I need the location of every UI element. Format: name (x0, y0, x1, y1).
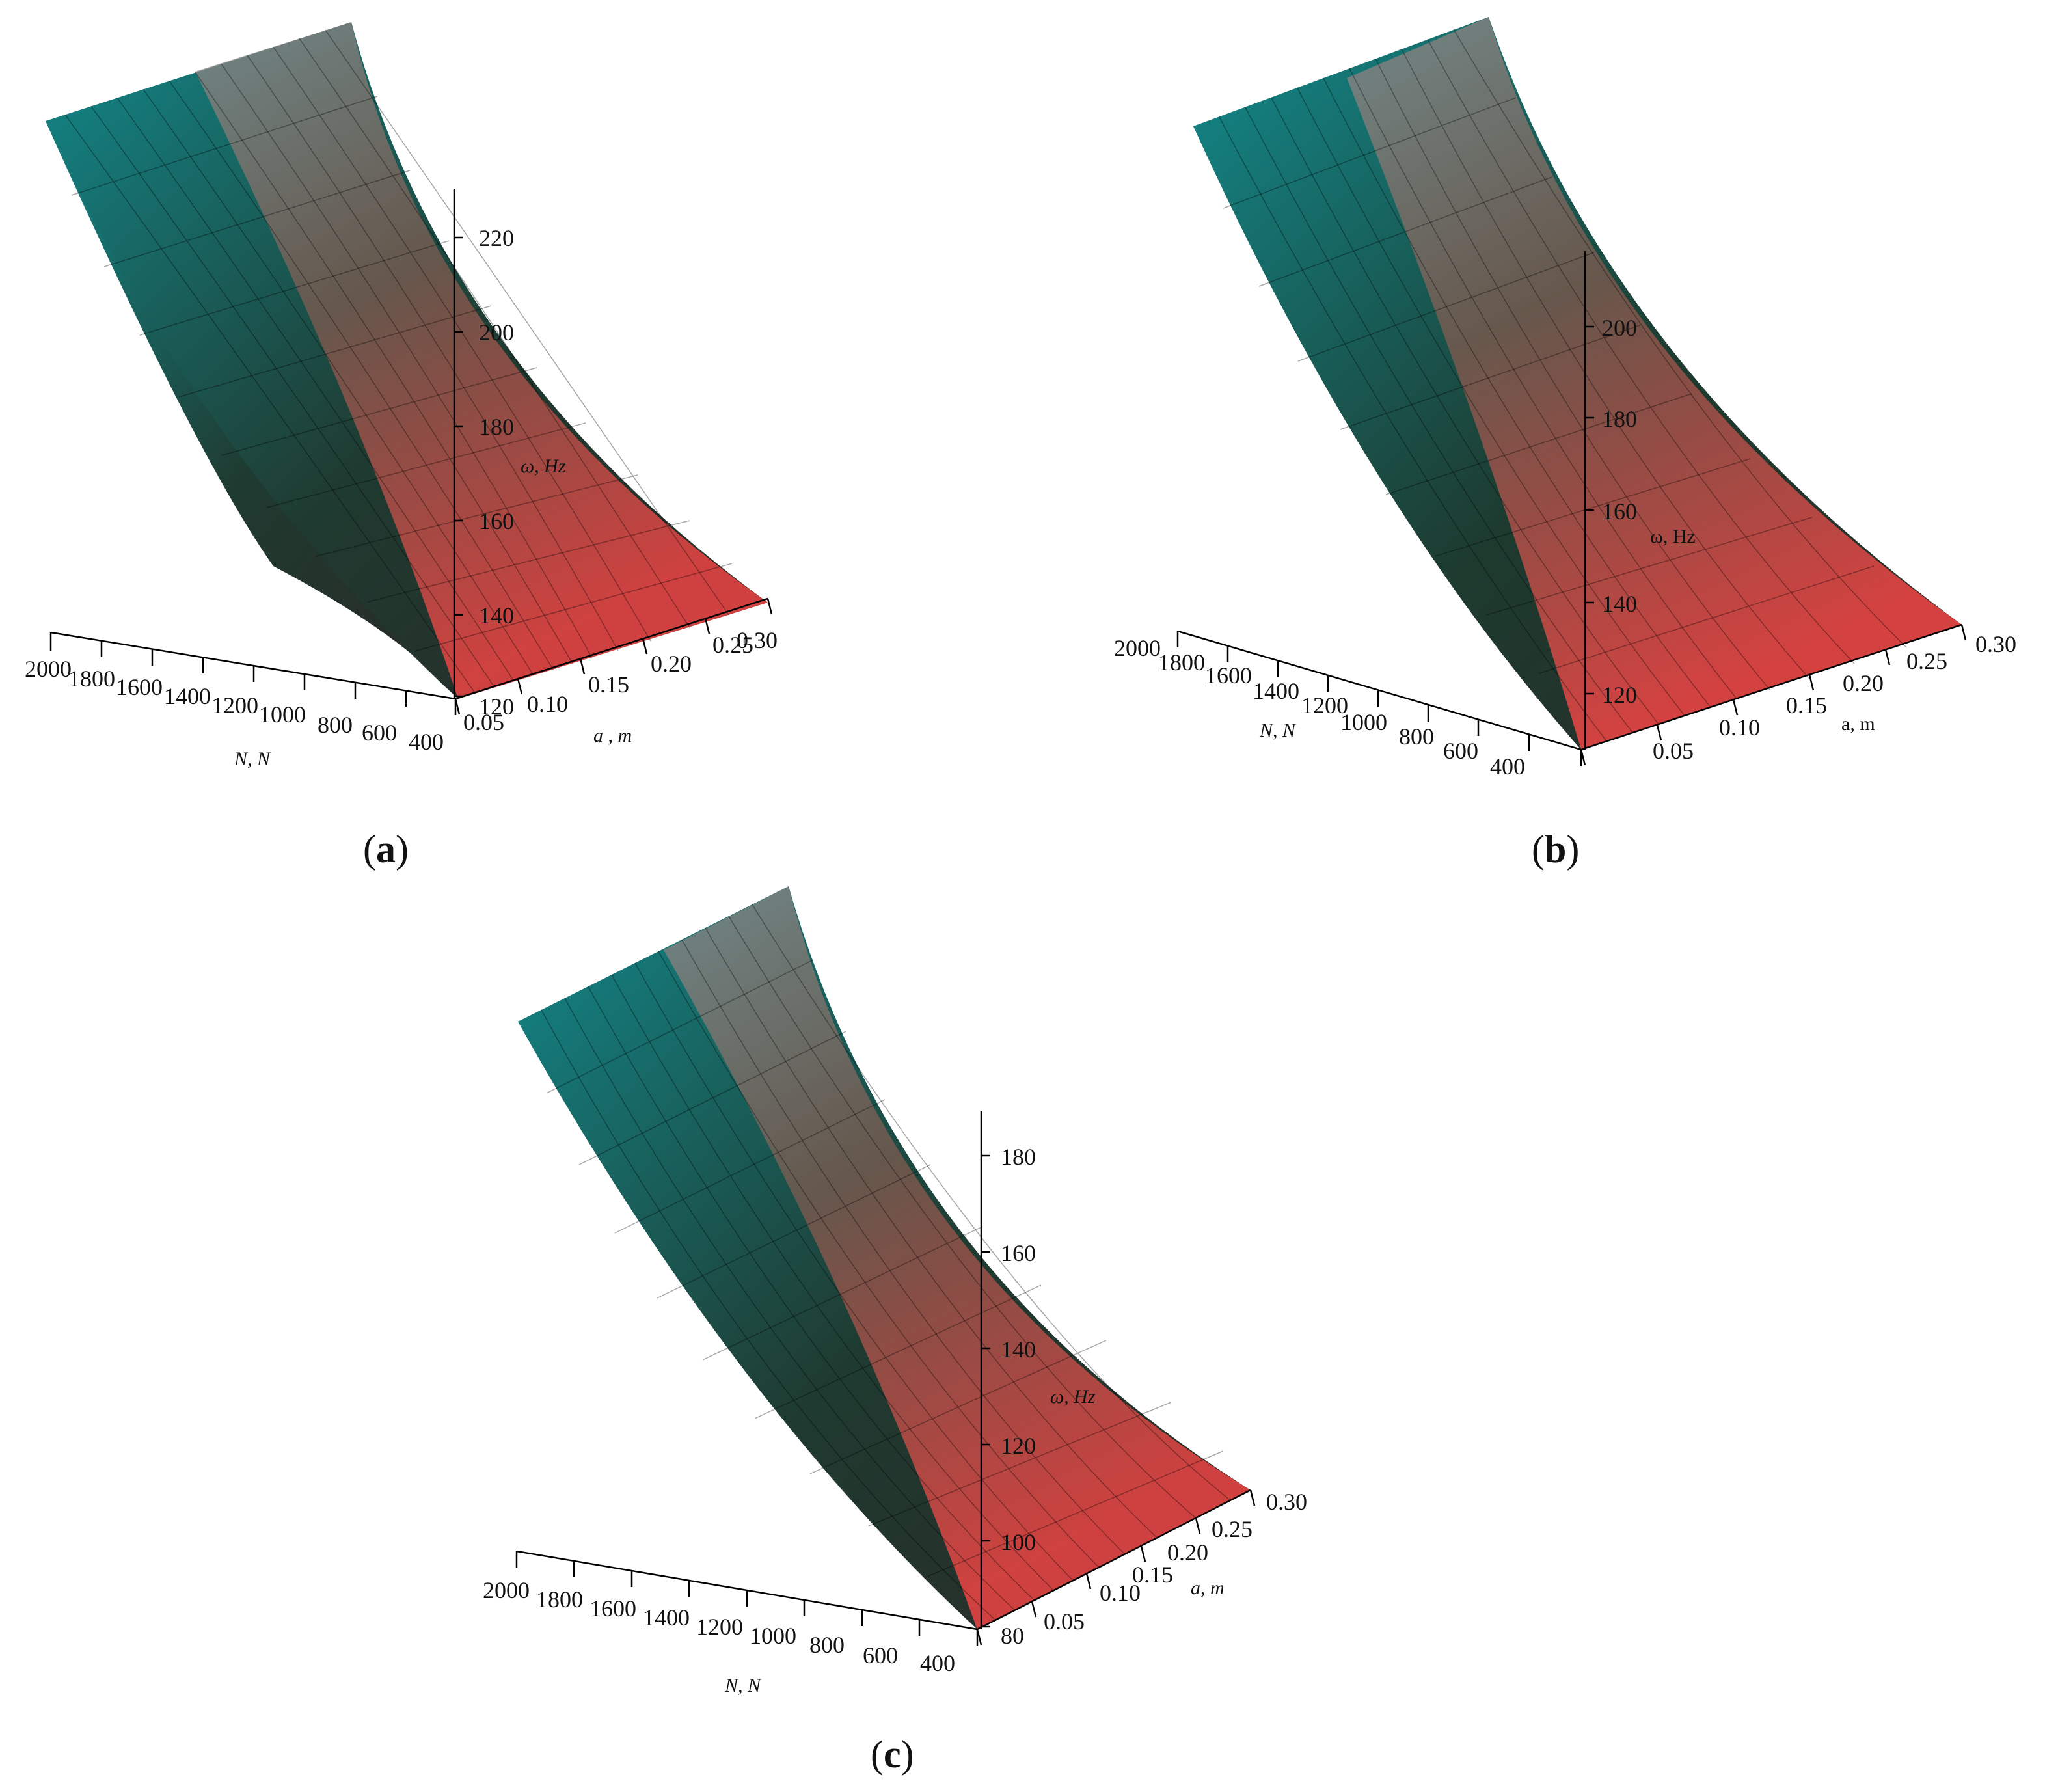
surface-grid (541, 904, 1230, 1621)
n-tick: 1800 (1158, 649, 1205, 675)
a-axis-line (455, 597, 768, 700)
a-tick: 0.05 (1653, 738, 1694, 764)
n-tick: 1000 (1340, 709, 1387, 735)
n-tick: 2000 (483, 1577, 530, 1603)
z-tick: 160 (479, 508, 514, 534)
panel-b: 200 180 160 140 120 ω, Hz 2000 1800 1600… (1114, 17, 2016, 871)
surface-grid (64, 29, 733, 694)
z-tick: 120 (1602, 682, 1637, 708)
n-tick: 1400 (164, 683, 211, 709)
a-tick: 0.15 (1132, 1562, 1173, 1588)
n-tick: 800 (809, 1632, 845, 1658)
n-tick: 600 (863, 1642, 898, 1668)
surface-warm-region (664, 886, 1251, 1629)
z-tick: 80 (1001, 1623, 1024, 1649)
n-tick: 1800 (536, 1586, 583, 1612)
surface-b (1193, 17, 1962, 750)
z-axis-b (1584, 251, 1594, 750)
a-tick: 0.10 (527, 691, 568, 717)
n-tick: 1200 (1301, 692, 1348, 718)
n-axis-a (49, 631, 457, 715)
n-tick: 1400 (1253, 678, 1299, 704)
z-axis-label: ω, Hz (1650, 526, 1696, 547)
z-axis-label: ω, Hz (1050, 1386, 1096, 1407)
a-axis-line (977, 1489, 1251, 1631)
n-tick: 1200 (211, 692, 258, 718)
a-axis-b (1580, 623, 1967, 766)
n-tick: 1000 (750, 1623, 796, 1649)
a-tick: 0.30 (737, 627, 778, 653)
z-tick: 100 (1001, 1529, 1036, 1555)
n-tick: 1600 (589, 1595, 636, 1622)
a-tick: 0.20 (651, 651, 692, 677)
a-axis-label: a, m (1841, 713, 1875, 735)
n-tick: 2000 (25, 656, 72, 682)
n-tick: 1200 (696, 1614, 743, 1640)
a-axis-c (976, 1489, 1256, 1646)
caption-a: (a) (363, 828, 409, 871)
a-tick: 0.15 (1786, 692, 1827, 718)
n-tick: 1000 (259, 701, 306, 727)
a-tick: 0.25 (1212, 1516, 1253, 1542)
z-tick: 140 (1602, 591, 1637, 617)
z-tick: 140 (1001, 1337, 1036, 1363)
a-axis-label: a , m (593, 725, 632, 746)
a-tick: 0.20 (1843, 670, 1884, 696)
n-tick: 1400 (643, 1605, 690, 1631)
a-tick: 0.25 (712, 632, 753, 658)
z-tick: 160 (1602, 498, 1637, 524)
z-tick: 200 (1602, 315, 1637, 341)
z-tick: 120 (1001, 1433, 1036, 1459)
n-tick: 800 (318, 712, 353, 738)
a-tick: 0.20 (1167, 1540, 1208, 1566)
a-tick: 0.30 (1266, 1489, 1307, 1515)
caption-b: (b) (1532, 828, 1579, 871)
surface-a (46, 22, 768, 699)
caption-c: (c) (871, 1733, 914, 1776)
z-tick: 140 (479, 603, 514, 629)
n-tick: 400 (920, 1650, 955, 1676)
z-axis-c (980, 1111, 990, 1629)
n-tick: 2000 (1114, 635, 1161, 661)
n-tick: 1800 (68, 666, 115, 692)
z-tick: 120 (479, 694, 514, 720)
a-tick: 0.05 (463, 709, 504, 735)
a-tick: 0.10 (1719, 714, 1760, 740)
n-tick: 600 (1443, 738, 1478, 764)
z-tick: 200 (479, 319, 514, 346)
n-tick: 400 (1490, 753, 1525, 780)
n-tick: 1600 (116, 674, 163, 700)
a-axis-a (454, 597, 773, 715)
z-tick: 180 (1001, 1144, 1036, 1170)
z-tick: 180 (1602, 406, 1637, 432)
a-tick: 0.10 (1100, 1580, 1141, 1606)
a-tick: 0.15 (588, 672, 629, 698)
n-tick: 400 (409, 729, 444, 755)
a-tick: 0.05 (1044, 1609, 1085, 1635)
surface-grid (1219, 29, 1907, 742)
n-axis-label: N, N (724, 1675, 762, 1696)
a-tick: 0.30 (1975, 631, 2016, 657)
panel-a: 220 200 180 160 140 120 ω, Hz 2000 1800 … (25, 22, 778, 871)
n-axis-line (1177, 630, 1582, 751)
n-axis-c (515, 1550, 979, 1646)
surface-warm-region (1347, 17, 1962, 750)
a-tick: 0.25 (1906, 648, 1947, 674)
n-tick: 1600 (1205, 662, 1252, 688)
a-axis-label: a, m (1191, 1577, 1225, 1599)
z-tick: 180 (479, 414, 514, 440)
z-tick: 220 (479, 225, 514, 251)
a-axis-line (1580, 623, 1962, 751)
z-tick: 160 (1001, 1240, 1036, 1266)
n-axis-label: N, N (234, 748, 271, 770)
panel-c: 180 160 140 120 100 80 ω, Hz 2000 1800 1… (483, 886, 1307, 1776)
surface-warm-region (195, 22, 768, 699)
surface-c (518, 886, 1251, 1629)
n-tick: 800 (1399, 724, 1434, 750)
n-axis-label: N, N (1259, 720, 1297, 741)
z-axis-a (453, 189, 463, 699)
n-tick: 600 (362, 720, 397, 746)
z-axis-label: ω, Hz (521, 455, 566, 477)
